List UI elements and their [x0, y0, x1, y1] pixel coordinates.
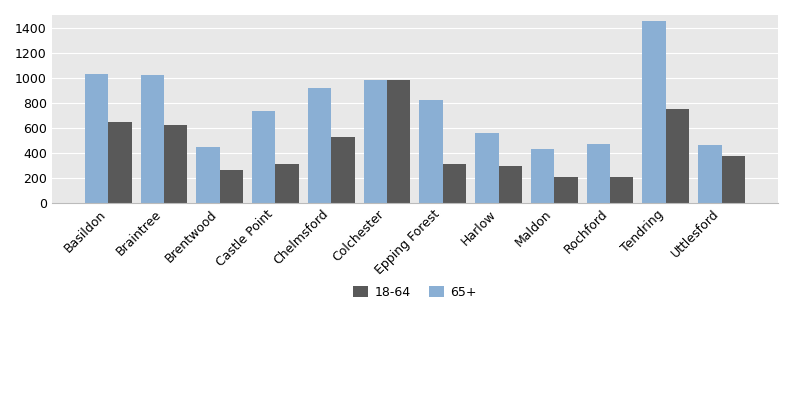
Bar [363, 80, 387, 203]
Bar [442, 164, 466, 203]
Bar [554, 177, 577, 203]
Bar [220, 170, 243, 203]
Bar [331, 137, 354, 203]
Bar [419, 100, 442, 203]
Legend: 18-64, 65+: 18-64, 65+ [348, 281, 482, 304]
Bar [387, 80, 411, 203]
Bar [698, 145, 722, 203]
Bar [108, 122, 132, 203]
Bar [499, 166, 522, 203]
Bar [164, 125, 187, 203]
Bar [610, 177, 634, 203]
Bar [666, 109, 689, 203]
Bar [252, 112, 275, 203]
Bar [722, 156, 745, 203]
Bar [197, 147, 220, 203]
Bar [475, 134, 499, 203]
Bar [531, 149, 554, 203]
Bar [642, 21, 666, 203]
Bar [140, 74, 164, 203]
Bar [587, 144, 610, 203]
Bar [85, 74, 108, 203]
Bar [308, 88, 331, 203]
Bar [275, 164, 299, 203]
